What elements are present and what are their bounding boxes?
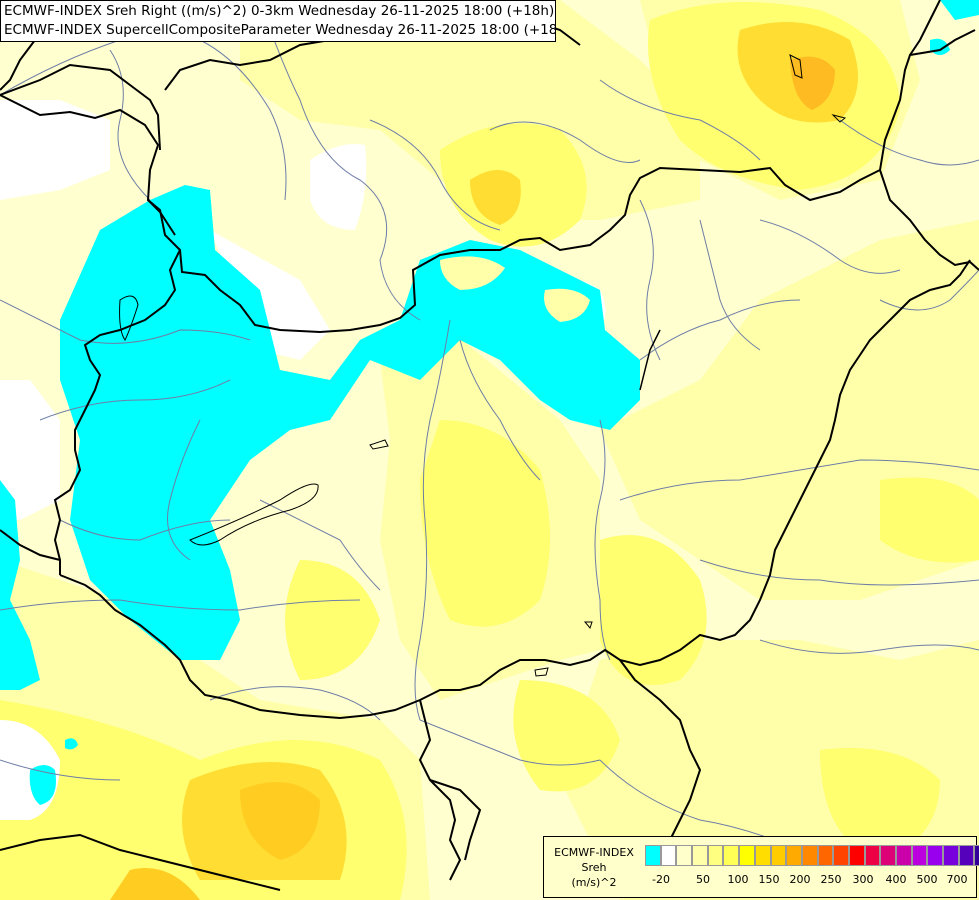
legend-swatch <box>692 845 708 866</box>
legend-swatch <box>896 845 912 866</box>
legend-title-parameter: Sreh <box>581 861 607 874</box>
legend-tick-label: -20 <box>652 873 670 886</box>
legend-title-source: ECMWF-INDEX <box>554 846 634 859</box>
legend-swatch <box>723 845 740 866</box>
legend-swatch <box>645 845 661 866</box>
legend-swatches <box>645 845 979 866</box>
legend-swatch <box>911 845 928 866</box>
color-legend: ECMWF-INDEX Sreh (m/s)^2 -20 50 100 150 200 2… <box>543 836 979 898</box>
legend-swatch <box>676 845 693 866</box>
legend-tick-label: 700 <box>946 873 968 886</box>
legend-swatch <box>770 845 787 866</box>
legend-swatch <box>958 845 975 866</box>
legend-tick-label: 250 <box>820 873 842 886</box>
legend-swatch <box>707 845 724 866</box>
rivers <box>0 0 979 861</box>
legend-swatch <box>864 845 881 866</box>
map-title-box: ECMWF-INDEX Sreh Right ((m/s)^2) 0-3km W… <box>0 0 556 42</box>
legend-tick-label: 150 <box>758 873 780 886</box>
legend-tick-label: 100 <box>727 873 749 886</box>
legend-swatch <box>927 845 944 866</box>
legend-ticks: -20 50 100 150 200 250 300 400 500 700 <box>645 873 975 889</box>
title-line-scp: ECMWF-INDEX SupercellCompositeParameter … <box>4 22 556 38</box>
legend-tick-label: 300 <box>852 873 874 886</box>
legend-title-unit: (m/s)^2 <box>571 876 617 889</box>
legend-swatch <box>848 845 865 866</box>
legend-swatch <box>943 845 959 866</box>
legend-title: ECMWF-INDEX Sreh (m/s)^2 <box>546 845 642 890</box>
legend-swatch <box>754 845 771 866</box>
title-line-sreh: ECMWF-INDEX Sreh Right ((m/s)^2) 0-3km W… <box>4 3 555 19</box>
legend-tick-label: 500 <box>916 873 938 886</box>
legend-swatch <box>739 845 755 866</box>
legend-swatch <box>801 845 818 866</box>
legend-tick-label: 50 <box>696 873 710 886</box>
legend-swatch <box>880 845 896 866</box>
river-border <box>639 329 661 391</box>
sreh-field-cyan <box>0 0 979 805</box>
legend-swatch <box>817 845 834 866</box>
legend-swatch <box>833 845 849 866</box>
legend-swatch <box>786 845 802 866</box>
legend-tick-label: 200 <box>789 873 811 886</box>
lakes <box>119 54 847 677</box>
legend-swatch <box>974 845 979 866</box>
legend-swatch <box>660 845 677 866</box>
legend-tick-label: 400 <box>885 873 907 886</box>
sreh-field-inner <box>440 256 590 322</box>
